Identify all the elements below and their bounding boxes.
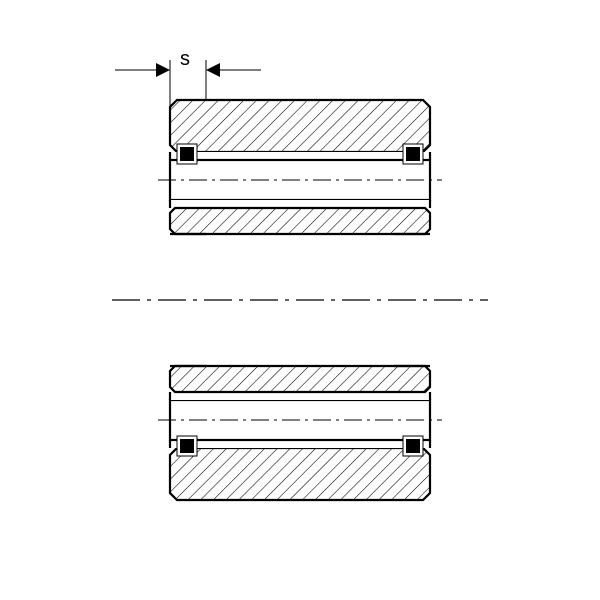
dimension-label-s: s	[180, 48, 190, 71]
diagram-svg	[0, 0, 600, 600]
bearing-cross-section-diagram: s	[0, 0, 600, 600]
